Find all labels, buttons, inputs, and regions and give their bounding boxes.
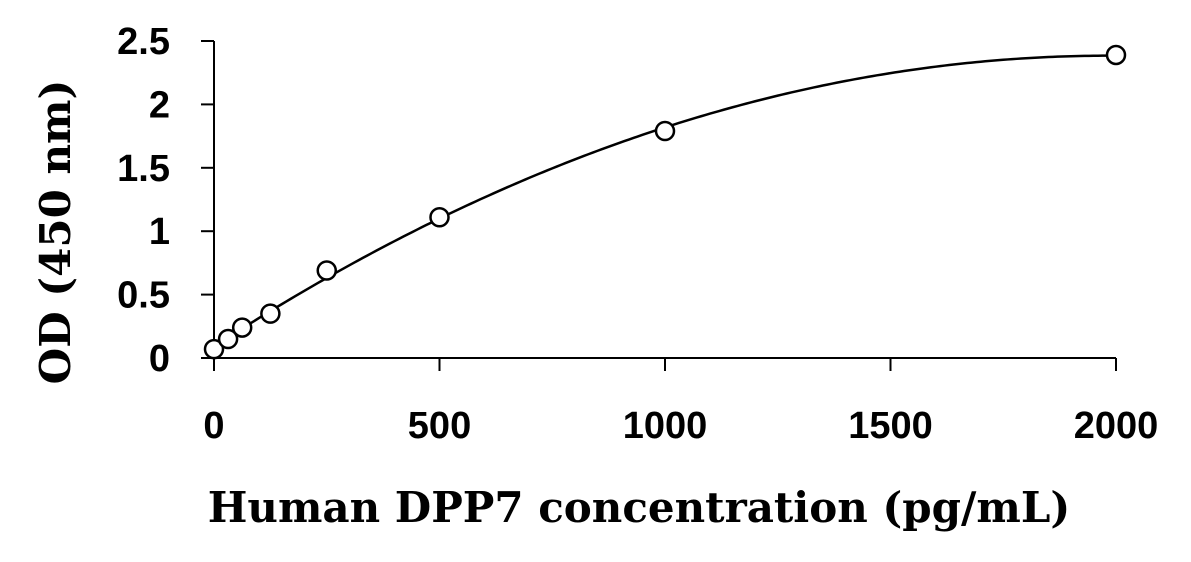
- y-tick-label: 1.5: [117, 148, 170, 190]
- y-tick-label: 2: [149, 84, 170, 126]
- data-point: [217, 328, 239, 350]
- data-point: [654, 120, 676, 142]
- x-tick-label: 1500: [848, 405, 933, 447]
- y-axis-title: OD (450 nm): [31, 80, 80, 385]
- y-tick-label: 0.5: [117, 275, 170, 317]
- data-point: [429, 207, 450, 228]
- y-tick-label: 1: [149, 211, 170, 253]
- data-point: [231, 317, 253, 338]
- fit-curve: [213, 54, 1117, 348]
- tick-labels: 0 0.5 1 1.5 2 2.5 0 500 1000 1500 2000: [117, 21, 1158, 447]
- axes: [201, 40, 1117, 371]
- data-point: [260, 303, 281, 324]
- data-point: [1105, 44, 1127, 66]
- data-points: [203, 44, 1127, 360]
- fit-curve-group: [213, 54, 1117, 348]
- x-tick-label: 1000: [623, 405, 708, 447]
- y-tick-label: 0: [149, 338, 170, 380]
- data-point: [203, 338, 225, 360]
- x-tick-label: 0: [203, 405, 224, 447]
- x-tick-label: 500: [408, 405, 471, 447]
- y-tick-label: 2.5: [117, 21, 170, 63]
- x-tick-label: 2000: [1074, 405, 1159, 447]
- x-axis-title: Human DPP7 concentration (pg/mL): [208, 483, 1070, 532]
- data-point: [316, 260, 337, 281]
